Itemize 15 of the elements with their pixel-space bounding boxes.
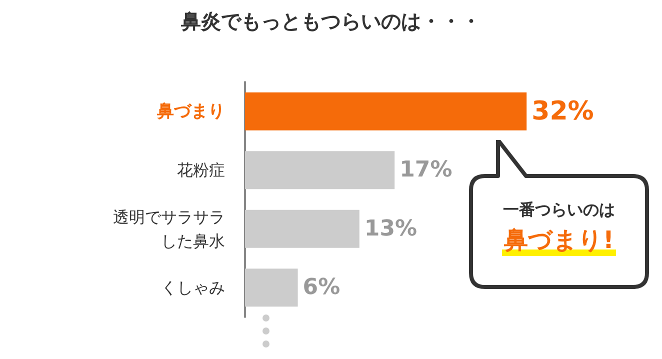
annotation: 鼻づまり!	[502, 226, 616, 256]
data-label: 32%	[532, 96, 594, 126]
data-label: 13%	[364, 216, 418, 242]
bar	[245, 210, 360, 248]
bar	[245, 151, 395, 190]
y-tick-label: 透明でサラサラした鼻水	[113, 207, 225, 250]
bar	[245, 268, 298, 307]
y-tick-label: 花粉症	[177, 160, 225, 180]
bar	[245, 92, 527, 130]
data-label: 6%	[302, 275, 340, 300]
annotation: 一番つらいのは	[502, 200, 616, 221]
data-label: 17%	[400, 158, 452, 183]
y-tick-label: くしゃみ	[161, 278, 225, 298]
y-tick-label: 鼻づまり	[156, 101, 225, 122]
chart-title: 鼻炎でもっともつらいのは・・・	[180, 9, 481, 33]
